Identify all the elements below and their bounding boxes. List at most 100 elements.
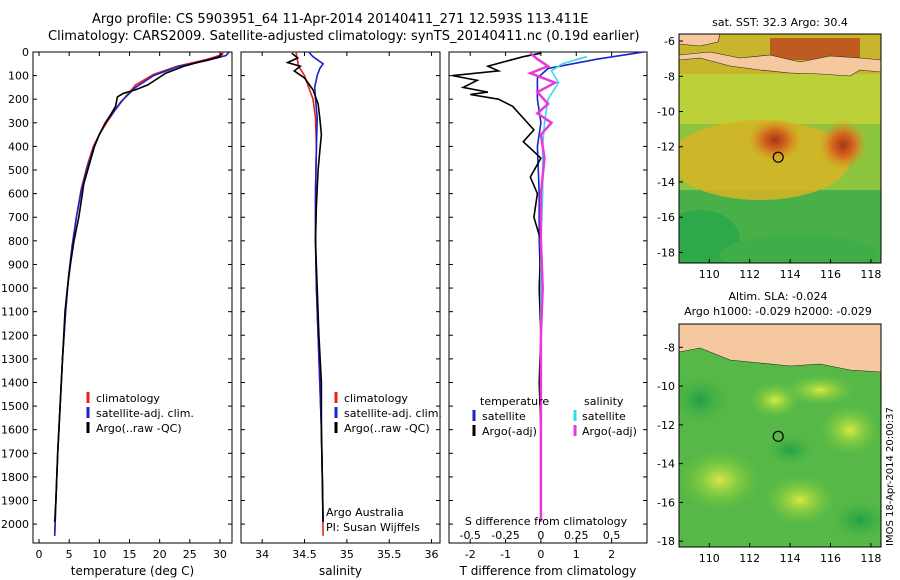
sal-annotation-line-1: Argo Australia [326,506,404,519]
salinity-xlabel: salinity [319,564,362,578]
title-line-2: Climatology: CARS2009. Satellite-adjuste… [48,29,640,44]
temperature-legend-label: climatology [96,392,160,405]
depth-tick-label: 700 [8,211,29,224]
differences-xtick-label: -2 [465,548,476,561]
differences-series-t-satellite [536,51,644,522]
diff-temp-legend-label: temperature [480,395,549,408]
differences-xtick-label: 1 [573,548,580,561]
sst-map-ytick-label: -14 [657,176,675,189]
depth-tick-label: 100 [8,70,29,83]
sst-argo-location-marker [772,151,784,163]
depth-tick-label: 300 [8,117,29,130]
depth-tick-label: 1100 [1,306,29,319]
sst-map-ytick-label: -18 [657,246,675,259]
depth-tick-label: 400 [8,140,29,153]
salinity-legend-label: satellite-adj. clim. [344,407,442,420]
salinity-diff-tick-label: 0.5 [603,529,621,542]
sst-map-xtick-label: 118 [860,268,881,281]
salinity-legend-label: Argo(..raw -QC) [344,422,430,435]
depth-tick-label: 1500 [1,400,29,413]
temperature-xtick-label: 5 [66,548,73,561]
temperature-legend-label: Argo(..raw -QC) [96,422,182,435]
difference-panel: -2 -1 0 1 2 T difference from climatology -0.5… [448,51,648,578]
depth-tick-label: 1800 [1,471,29,484]
sla-map-axes: 110 112 114 116 118 -8 -10 -12 -14 -16 -18 [657,341,881,565]
sst-map-xtick-label: 116 [820,268,841,281]
temperature-panel: 0 5 10 15 20 25 30 temperature (deg C) 0 100 200 30… [1,46,233,578]
differences-xlabel: T difference from climatology [459,564,637,578]
sla-map-ytick-label: -18 [657,535,675,548]
sst-map-title: sat. SST: 32.3 Argo: 30.4 [712,16,848,29]
salinity-series-climatology [295,51,324,536]
sst-map-ytick-label: -12 [657,141,675,154]
sst-map-axes: 110 112 114 116 118 -6 -8 -10 -12 -14 -16 -18 [657,35,881,281]
sla-map-title-1: Altim. SLA: -0.024 [728,290,827,303]
differences-series-t-argo-adj- [452,52,542,522]
diff-sal-legend-label: salinity [584,395,624,408]
depth-tick-label: 600 [8,188,29,201]
depth-tick-label: 800 [8,235,29,248]
sst-map-xtick-label: 114 [780,268,801,281]
salinity-diff-axis-label: S difference from climatology [465,515,628,528]
sla-map-xtick-label: 110 [699,552,720,565]
sla-map-xtick-label: 118 [860,552,881,565]
temperature-series-satellite-adj-clim- [53,51,230,536]
salinity-panel: 34 34.5 35 35.5 36 salinity climatology satelli… [240,51,442,578]
sla-map-ytick-label: -10 [657,380,675,393]
salinity-frame [240,51,441,544]
temperature-xtick-label: 20 [153,548,167,561]
differences-series-s-argo-adj- [526,52,559,522]
salinity-xtick-label: 34.5 [292,548,317,561]
credit-text: IMOS 18-Apr-2014 20:00:37 [885,407,896,546]
depth-tick-label: 1000 [1,282,29,295]
sla-map-xtick-label: 114 [780,552,801,565]
temperature-series-argo-raw-qc- [53,52,223,522]
sla-map-image [679,324,881,547]
sal-annotation-line-2: PI: Susan Wijffels [326,521,420,534]
sst-map-xtick-label: 112 [739,268,760,281]
diff-sal-legend-label: Argo(-adj) [582,425,637,438]
diff-temp-legend-label: Argo(-adj) [482,425,537,438]
sla-map-xtick-label: 116 [820,552,841,565]
diff-temp-legend-label: satellite [482,410,526,423]
sla-argo-location-marker [772,430,784,442]
salinity-series-satellite-adj-clim- [308,51,325,522]
depth-tick-label: 2000 [1,518,29,531]
salinity-xtick-label: 35.5 [377,548,402,561]
temperature-legend-label: satellite-adj. clim. [96,407,194,420]
sla-map-xtick-label: 112 [739,552,760,565]
depth-tick-label: 1400 [1,376,29,389]
sst-map-ytick-label: -6 [664,35,675,48]
depth-tick-label: 1700 [1,447,29,460]
sla-map-ytick-label: -16 [657,496,675,509]
sst-map-ytick-label: -10 [657,106,675,119]
temperature-xlabel: temperature (deg C) [71,564,194,578]
sla-map-ytick-label: -12 [657,419,675,432]
sst-map-ytick-label: -16 [657,211,675,224]
depth-tick-label: 1600 [1,424,29,437]
temperature-series-climatology [53,51,224,536]
salinity-xtick-label: 34 [255,548,269,561]
sla-map-ytick-label: -8 [664,341,675,354]
temperature-xtick-label: 30 [213,548,227,561]
differences-xtick-label: 2 [608,548,615,561]
depth-tick-label: 900 [8,258,29,271]
diff-sal-legend-label: satellite [582,410,626,423]
depth-tick-label: 1900 [1,495,29,508]
depth-tick-label: 0 [22,46,29,59]
salinity-legend-label: climatology [344,392,408,405]
salinity-series-argo-raw-qc- [285,52,324,522]
depth-tick-label: 1200 [1,329,29,342]
salinity-diff-tick-label: -0.25 [491,529,519,542]
differences-xtick-label: -1 [500,548,511,561]
temperature-xtick-label: 0 [36,548,43,561]
differences-xtick-label: 0 [537,548,544,561]
sst-map-xtick-label: 110 [699,268,720,281]
temperature-xtick-label: 10 [92,548,106,561]
title-line-1: Argo profile: CS 5903951_64 11-Apr-2014 … [92,12,589,27]
differences-frame [448,51,648,544]
depth-tick-label: 1300 [1,353,29,366]
sla-map-title-2: Argo h1000: -0.029 h2000: -0.029 [684,305,872,318]
temperature-xtick-label: 25 [183,548,197,561]
